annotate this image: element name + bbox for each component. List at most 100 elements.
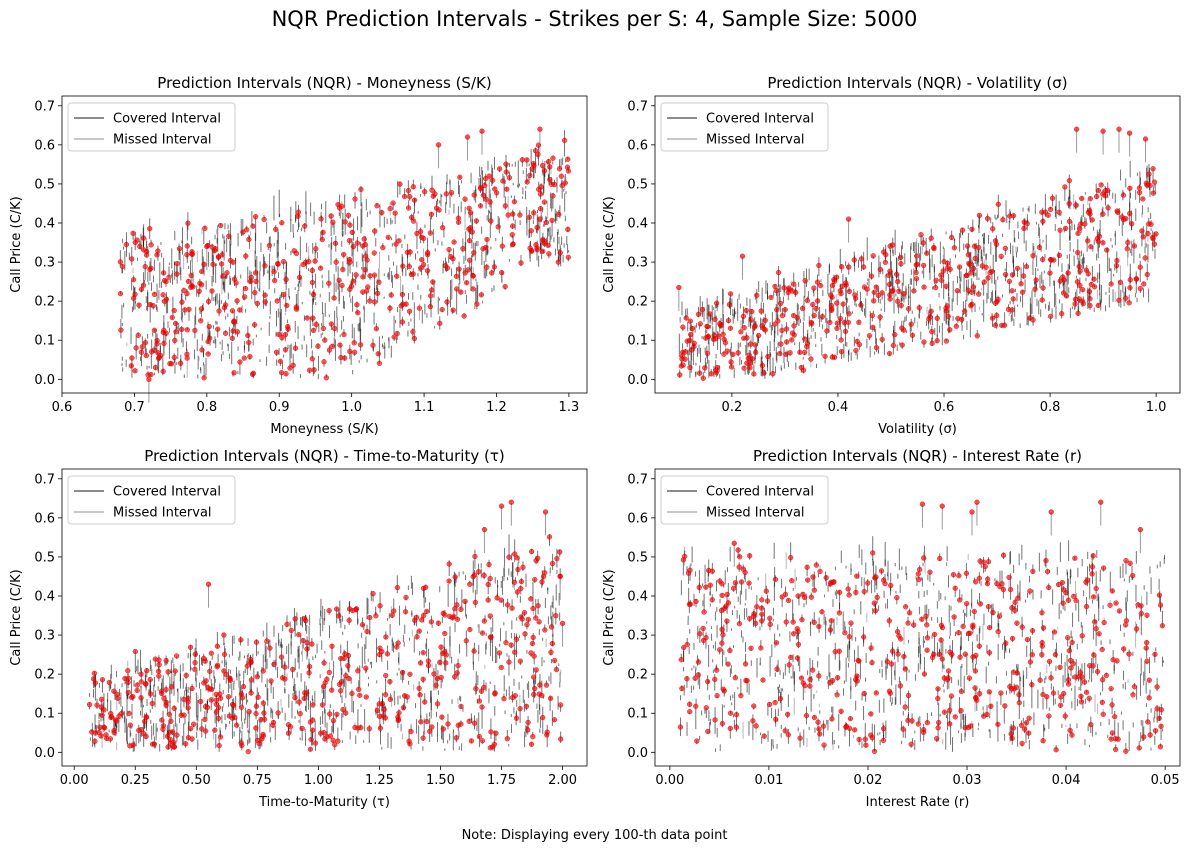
actual-point [506, 175, 513, 181]
actual-point [310, 327, 317, 334]
actual-point [458, 289, 464, 295]
actual-point [353, 272, 359, 278]
actual-point [397, 181, 403, 187]
actual-point [140, 235, 147, 241]
actual-point [390, 200, 396, 206]
actual-point [347, 286, 353, 292]
actual-point [278, 370, 285, 376]
actual-point [313, 246, 319, 252]
actual-point [229, 335, 235, 341]
actual-point [319, 236, 325, 243]
actual-point [339, 282, 345, 289]
actual-point [218, 222, 224, 229]
actual-point [160, 292, 166, 298]
actual-point [371, 272, 378, 278]
actual-point [281, 291, 287, 298]
actual-point [526, 214, 532, 220]
actual-point [188, 284, 194, 290]
actual-point [510, 223, 516, 229]
actual-point [374, 203, 380, 209]
actual-point [537, 191, 544, 197]
actual-point [541, 168, 548, 174]
actual-point [292, 345, 299, 351]
actual-point [427, 304, 433, 310]
actual-point [123, 241, 129, 248]
actual-point [322, 337, 328, 343]
actual-point [347, 348, 353, 355]
actual-point [296, 274, 303, 281]
actual-point [456, 266, 462, 272]
actual-point [502, 203, 508, 209]
actual-point [142, 264, 148, 270]
actual-point [320, 229, 326, 236]
actual-point [246, 236, 252, 243]
actual-point [275, 261, 281, 267]
actual-point [504, 186, 510, 192]
actual-point [169, 314, 175, 321]
actual-point [328, 213, 334, 219]
actual-point [315, 343, 321, 349]
actual-point [233, 280, 239, 286]
actual-point [440, 225, 446, 231]
actual-point [541, 199, 548, 205]
actual-point [184, 243, 190, 249]
actual-point [509, 232, 515, 238]
actual-point [272, 278, 278, 284]
actual-point [148, 371, 154, 378]
actual-point [313, 321, 319, 328]
actual-point [181, 287, 187, 294]
actual-point [310, 291, 316, 298]
actual-point [517, 212, 523, 218]
actual-point [528, 228, 534, 234]
actual-point [137, 243, 143, 250]
actual-point [160, 270, 167, 276]
actual-point [151, 291, 158, 297]
actual-point [500, 178, 506, 184]
actual-point [312, 258, 318, 264]
actual-point [532, 148, 539, 154]
actual-point [453, 273, 460, 279]
actual-point [416, 305, 422, 311]
actual-point [529, 166, 535, 172]
actual-point [224, 270, 230, 276]
actual-point [171, 307, 177, 314]
actual-point [362, 267, 368, 273]
actual-point [128, 363, 134, 369]
actual-point [341, 331, 347, 338]
actual-point [184, 291, 190, 297]
actual-point [172, 337, 178, 343]
actual-point [549, 217, 555, 224]
actual-point [439, 306, 445, 313]
actual-point [482, 182, 488, 189]
actual-point [411, 218, 417, 224]
actual-point [142, 340, 148, 346]
actual-point [329, 343, 336, 349]
actual-point [545, 159, 552, 165]
actual-point [274, 298, 280, 304]
actual-point [135, 332, 141, 338]
actual-point [184, 355, 190, 361]
actual-point [347, 222, 353, 228]
actual-point [376, 360, 383, 366]
actual-point [119, 263, 126, 270]
actual-point [252, 290, 258, 296]
actual-point [212, 246, 219, 252]
actual-point [346, 237, 353, 244]
actual-point [379, 210, 385, 216]
actual-point [534, 224, 540, 231]
actual-point [173, 320, 179, 327]
actual-point [250, 370, 257, 376]
actual-point [511, 199, 518, 205]
actual-point [188, 272, 194, 279]
actual-point [151, 327, 158, 333]
actual-point [173, 329, 179, 335]
actual-point [556, 211, 562, 217]
actual-point [399, 319, 406, 325]
actual-point [198, 306, 205, 312]
actual-point [130, 230, 136, 236]
figure-suptitle: NQR Prediction Intervals - Strikes per S… [271, 7, 918, 31]
actual-point [407, 194, 413, 200]
actual-point [406, 308, 413, 314]
actual-point [295, 209, 302, 215]
actual-point [147, 226, 153, 232]
